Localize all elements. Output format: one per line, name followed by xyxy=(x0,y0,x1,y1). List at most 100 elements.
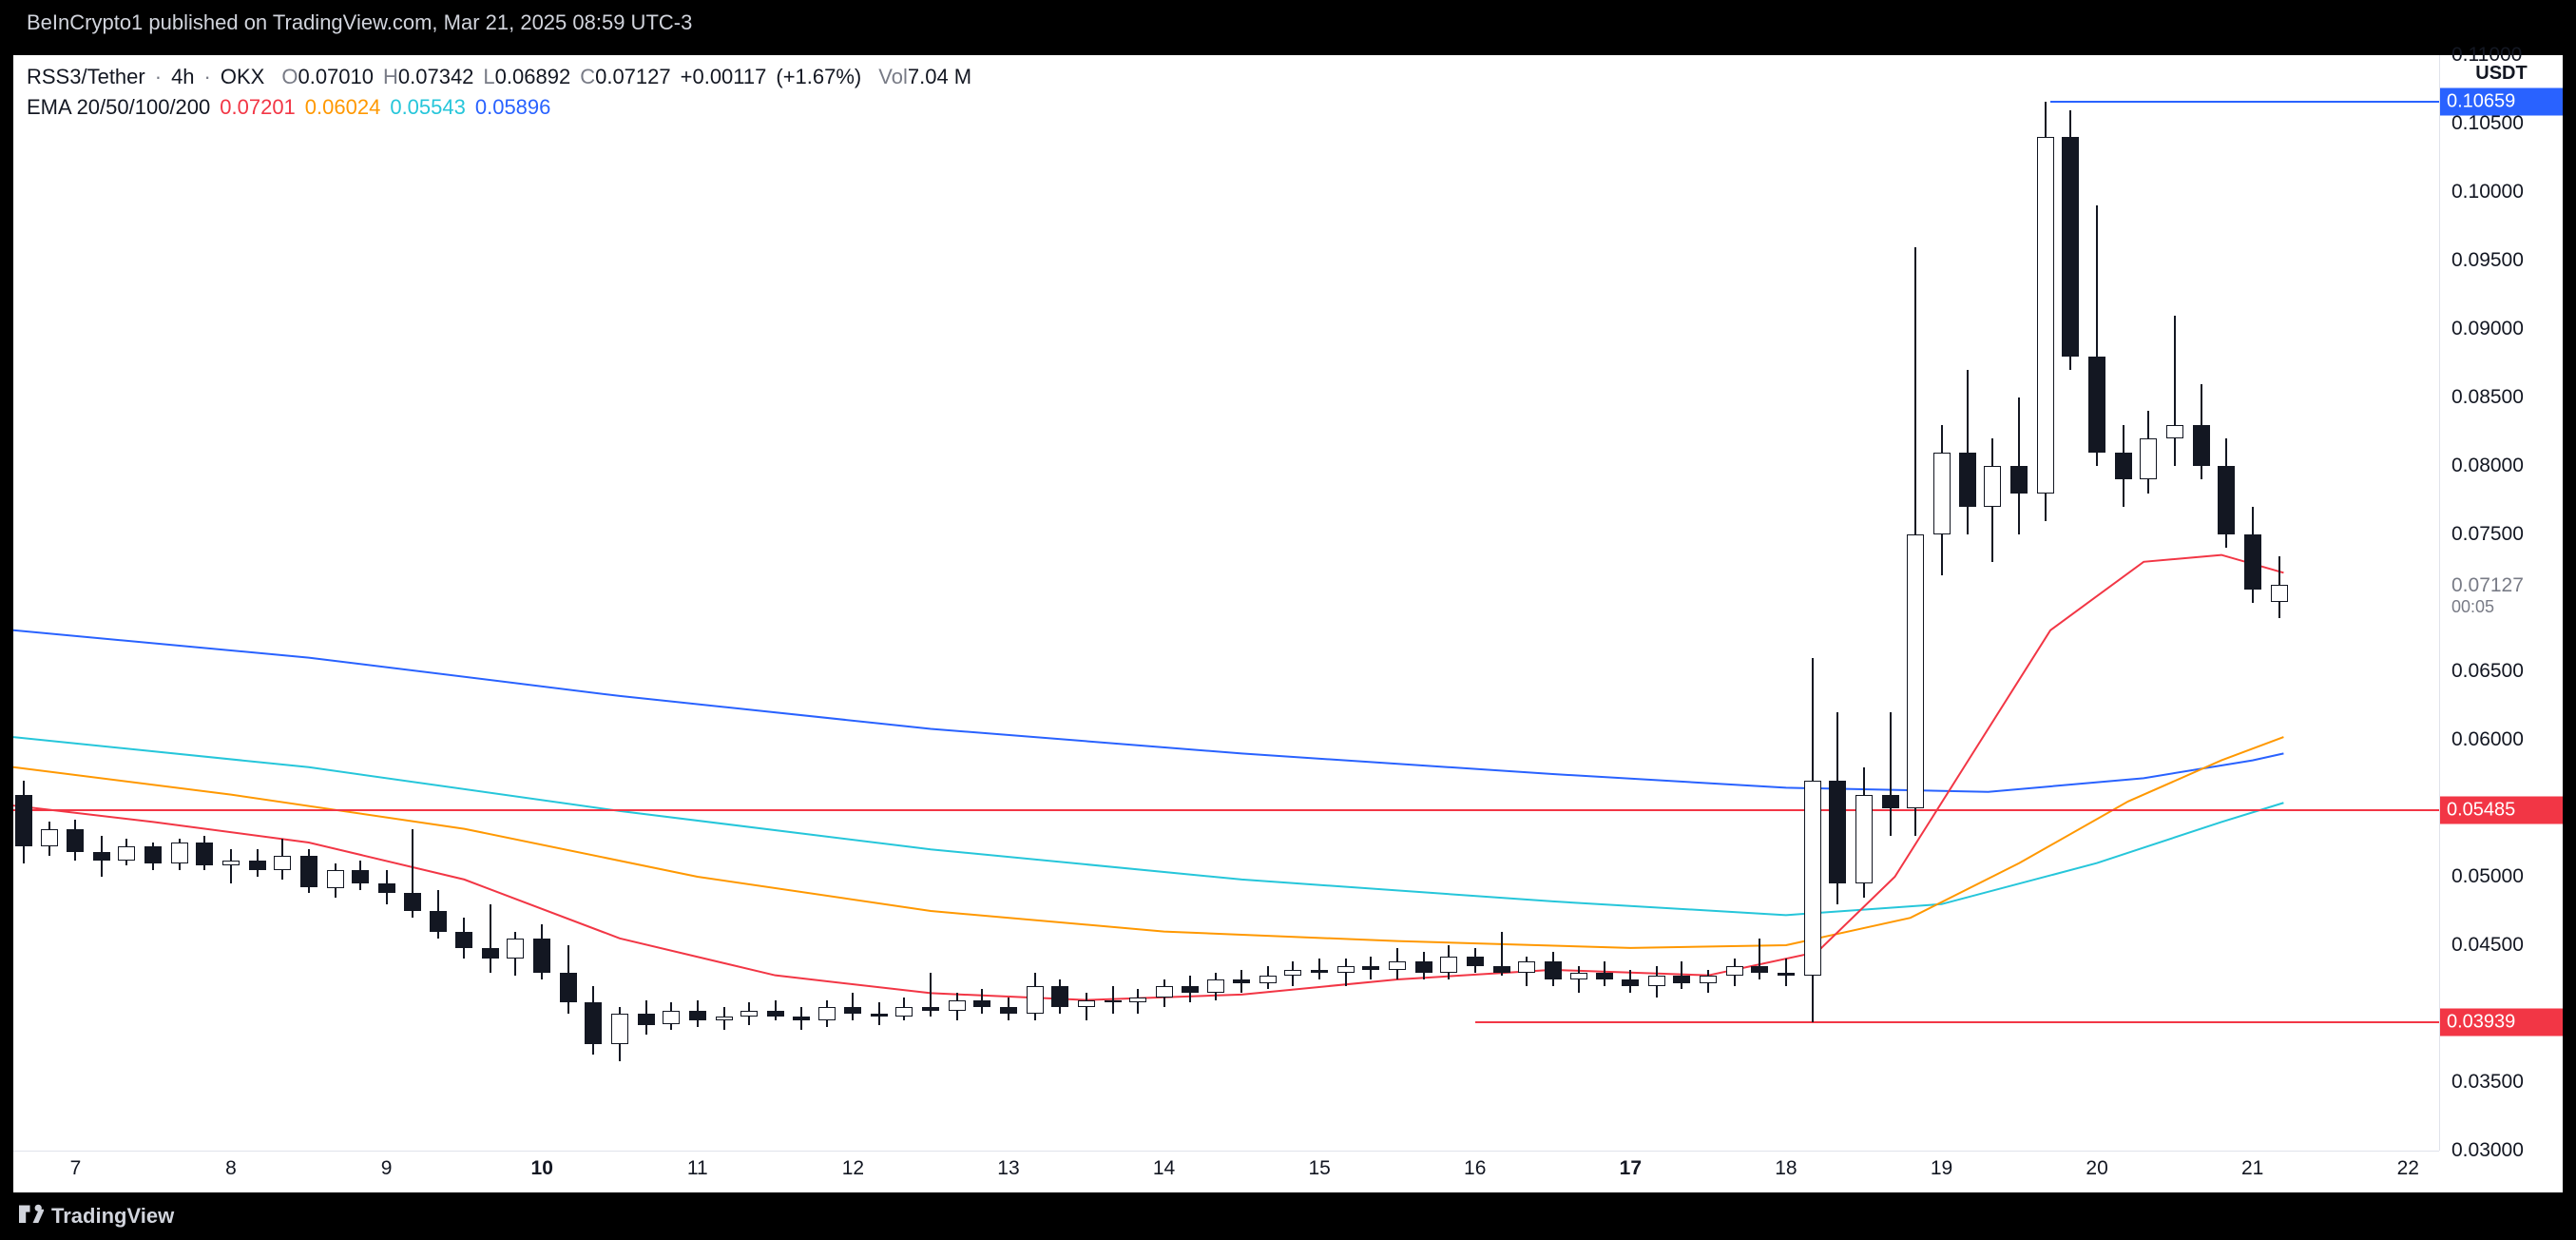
candlestick xyxy=(1959,370,1976,534)
x-tick-label: 15 xyxy=(1308,1157,1330,1180)
candlestick xyxy=(716,1007,733,1030)
candlestick xyxy=(93,836,110,877)
candlestick xyxy=(1105,986,1122,1014)
candlestick xyxy=(2271,556,2288,618)
y-tick-label: 0.08000 xyxy=(2440,455,2563,477)
change-value: +0.00117 xyxy=(681,65,767,89)
horizontal-line[interactable] xyxy=(13,809,2439,811)
candlestick xyxy=(1337,959,1355,986)
ema-label: EMA 20/50/100/200 xyxy=(27,95,210,120)
candlestick xyxy=(689,1000,706,1028)
x-tick-label: 18 xyxy=(1775,1157,1797,1180)
ema200-value: 0.05896 xyxy=(475,95,551,120)
time-axis[interactable]: 78910111213141516171819202122 xyxy=(13,1151,2439,1192)
ema200-line xyxy=(13,630,2283,792)
candlestick xyxy=(793,1007,810,1030)
candlestick xyxy=(871,1002,888,1024)
price-axis[interactable]: USDT 0.030000.035000.045000.050000.06000… xyxy=(2439,55,2563,1151)
candlestick xyxy=(1467,948,1484,973)
candlestick xyxy=(1804,658,1821,1022)
y-tick-label: 0.10000 xyxy=(2440,181,2563,203)
candlestick xyxy=(949,993,966,1020)
candlestick xyxy=(274,839,291,880)
candlestick xyxy=(767,1000,784,1021)
y-tick-label: 0.06500 xyxy=(2440,660,2563,683)
interval: 4h xyxy=(171,65,194,89)
candlestick xyxy=(1259,966,1277,989)
candlestick xyxy=(2062,110,2079,371)
candlestick xyxy=(1284,961,1301,986)
exchange: OKX xyxy=(221,65,264,89)
x-tick-label: 21 xyxy=(2241,1157,2263,1180)
candlestick xyxy=(482,904,499,973)
candlestick xyxy=(1129,989,1146,1014)
candlestick xyxy=(1156,979,1173,1007)
y-tick-label: 0.03500 xyxy=(2440,1071,2563,1094)
y-tick-label: 0.06000 xyxy=(2440,728,2563,751)
candlestick xyxy=(1027,973,1044,1020)
ema20-value: 0.07201 xyxy=(220,95,296,120)
chart-panel[interactable]: RSS3/Tether · 4h · OKX O0.07010 H0.07342… xyxy=(13,55,2563,1192)
candlestick xyxy=(922,973,939,1017)
candlestick xyxy=(1751,939,1768,979)
candlestick xyxy=(222,849,240,883)
x-tick-label: 8 xyxy=(225,1157,237,1180)
candlestick xyxy=(973,989,990,1014)
candlestick xyxy=(507,932,524,976)
countdown-timer: 00:05 xyxy=(2440,597,2563,617)
low-value: 0.06892 xyxy=(495,65,571,88)
horizontal-line[interactable] xyxy=(1475,1021,2439,1023)
y-tick-label: 0.07500 xyxy=(2440,523,2563,546)
candlestick xyxy=(1984,438,2001,562)
attribution-text: BeInCrypto1 published on TradingView.com… xyxy=(27,10,692,35)
candlestick xyxy=(1700,970,1717,993)
candlestick xyxy=(740,1002,758,1024)
ema100-value: 0.05543 xyxy=(390,95,466,120)
chart-plot-area[interactable]: RSS3/Tether · 4h · OKX O0.07010 H0.07342… xyxy=(13,55,2439,1151)
candlestick xyxy=(1182,976,1199,1003)
candlestick xyxy=(1829,712,1846,904)
horizontal-line[interactable] xyxy=(2050,101,2439,103)
candlestick xyxy=(2193,384,2210,480)
candlestick xyxy=(1233,970,1250,993)
candlestick xyxy=(1051,979,1068,1014)
candlestick xyxy=(1855,767,1873,898)
change-pct: (+1.67%) xyxy=(776,65,861,89)
y-tick-label: 0.03000 xyxy=(2440,1139,2563,1162)
candlestick xyxy=(2244,507,2261,603)
candlestick xyxy=(1362,957,1379,979)
candlestick xyxy=(1673,961,1690,989)
candlestick xyxy=(455,918,472,959)
candlestick xyxy=(818,1000,836,1028)
candlestick xyxy=(585,986,602,1055)
candlestick xyxy=(844,993,861,1020)
x-tick-label: 22 xyxy=(2397,1157,2419,1180)
candlestick xyxy=(1311,959,1328,979)
candlestick xyxy=(430,890,447,938)
x-tick-label: 11 xyxy=(687,1157,708,1180)
symbol-info-row: RSS3/Tether · 4h · OKX O0.07010 H0.07342… xyxy=(27,65,971,89)
candlestick xyxy=(2115,425,2132,507)
x-tick-label: 19 xyxy=(1931,1157,1952,1180)
candlestick xyxy=(1000,998,1017,1020)
attribution-header: BeInCrypto1 published on TradingView.com… xyxy=(0,0,2576,46)
ema20-line xyxy=(13,555,2283,1000)
candlestick xyxy=(1907,247,1924,836)
candlestick xyxy=(1493,932,1510,976)
x-tick-label: 12 xyxy=(842,1157,864,1180)
candlestick xyxy=(895,998,913,1020)
candlestick xyxy=(611,1007,628,1062)
candlestick xyxy=(638,1000,655,1035)
y-tick-label: 0.10500 xyxy=(2440,112,2563,135)
candlestick xyxy=(378,870,395,904)
current-price-label: 0.07127 xyxy=(2440,574,2563,597)
close-value: 0.07127 xyxy=(595,65,671,88)
open-value: 0.07010 xyxy=(298,65,374,88)
y-tick-label: 0.09000 xyxy=(2440,318,2563,340)
candlestick xyxy=(1389,948,1406,979)
footer: TradingView xyxy=(0,1192,2576,1240)
candlestick xyxy=(2166,316,2183,466)
x-tick-label: 10 xyxy=(531,1157,553,1180)
high-value: 0.07342 xyxy=(398,65,474,88)
candlestick xyxy=(1415,952,1432,979)
